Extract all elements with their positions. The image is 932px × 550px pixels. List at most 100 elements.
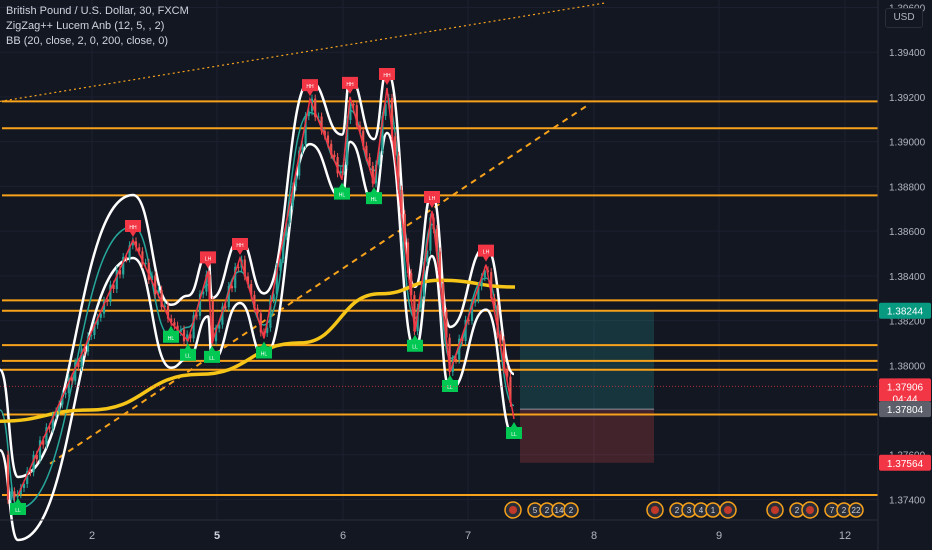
- candle-body: [464, 319, 467, 341]
- zigzag-label-text: LH: [483, 250, 490, 256]
- zigzag-label-marker: [478, 244, 494, 262]
- zigzag-label-marker: [125, 220, 141, 238]
- candle-body: [358, 125, 362, 131]
- candle-body: [282, 236, 285, 259]
- candle-body: [333, 154, 336, 158]
- candle-body: [336, 157, 339, 174]
- candle-body: [109, 284, 112, 302]
- candle-body: [384, 104, 387, 117]
- candle-body: [509, 376, 512, 403]
- candle-body: [163, 305, 166, 308]
- candle-body: [371, 165, 374, 184]
- x-tick-label: 6: [340, 530, 346, 542]
- y-tick-label: 1.39000: [889, 138, 926, 149]
- candle-body: [99, 313, 102, 318]
- candle-body: [256, 308, 259, 314]
- candle-body: [86, 336, 90, 352]
- candle-body: [326, 135, 330, 144]
- candle-body: [67, 377, 70, 394]
- candle-body: [381, 116, 384, 152]
- candle-body: [304, 116, 307, 145]
- candle-body: [480, 277, 483, 287]
- zigzag-label-text: HH: [236, 243, 244, 249]
- zigzag-label-lh: LH: [200, 251, 216, 269]
- zigzag-label-marker: [204, 345, 220, 363]
- candle-body: [93, 324, 96, 336]
- zigzag-label-hl: HL: [334, 182, 350, 200]
- zigzag-label-hl: HL: [163, 325, 179, 343]
- candle-body: [320, 116, 323, 131]
- candle-body: [90, 335, 93, 337]
- candle-body: [330, 143, 333, 155]
- candle-body: [144, 262, 147, 265]
- event-flag-inner-icon: [651, 506, 659, 514]
- zigzag-label-ll: LL: [180, 343, 196, 361]
- candle-body: [179, 329, 182, 332]
- bb-indicator-label[interactable]: BB (20, close, 2, 0, 200, close, 0): [6, 35, 169, 47]
- candle-body: [182, 329, 186, 342]
- candle-body: [246, 276, 250, 284]
- zigzag-label-text: HH: [383, 73, 391, 79]
- candle-body: [54, 411, 58, 416]
- candle-body: [102, 300, 106, 314]
- candle-body: [349, 103, 352, 120]
- bb-basis-line: [0, 100, 515, 510]
- event-badge-count: 7: [830, 506, 835, 515]
- zigzag-label-marker: [302, 79, 318, 97]
- candle-body: [448, 337, 451, 372]
- zigzag-label-text: HL: [371, 197, 378, 203]
- currency-label[interactable]: USD: [885, 8, 923, 28]
- zigzag-label-marker: [256, 341, 272, 359]
- y-tick-label: 1.38400: [889, 272, 926, 283]
- time-axis[interactable]: 2 5 6 7 8 9 12: [0, 519, 878, 542]
- trend-lines[interactable]: [0, 2, 606, 465]
- candle-body: [70, 377, 74, 381]
- candle-body: [493, 297, 496, 306]
- event-markers[interactable]: 5 2 14 2 2 3 4 1 2 7 2 22: [504, 501, 864, 519]
- zigzag-polyline: [17, 87, 515, 496]
- candle-body: [470, 302, 474, 321]
- zigzag-indicator-label[interactable]: ZigZag++ Lucem Anb (12, 5, , 2): [6, 20, 165, 32]
- candle-body: [224, 306, 227, 308]
- candle-body: [410, 272, 413, 296]
- candle-body: [352, 103, 355, 106]
- zigzag-label-marker: [407, 334, 423, 352]
- zigzag-label-ll: LL: [10, 498, 26, 515]
- candle-body: [16, 494, 19, 498]
- zigzag-label-hh: HH: [302, 79, 318, 97]
- candle-body: [154, 275, 157, 295]
- candle-body: [58, 404, 61, 412]
- candle-body: [406, 242, 410, 273]
- candle-body: [368, 157, 371, 166]
- zigzag-label-lh: LH: [478, 244, 494, 262]
- zigzag-label-hh: HH: [379, 67, 395, 85]
- candle-body: [499, 334, 502, 341]
- zigzag-label-marker: [379, 67, 395, 85]
- zigzag-label-lh: LH: [424, 190, 440, 208]
- candle-body: [362, 130, 365, 146]
- candle-body: [74, 362, 77, 381]
- symbol-title[interactable]: British Pound / U.S. Dollar, 30, FXCM: [6, 5, 189, 17]
- candle-body: [134, 241, 138, 248]
- candle-body: [131, 241, 134, 246]
- candle-body: [170, 318, 173, 323]
- event-flag-inner-icon: [771, 506, 779, 514]
- x-tick-label: 7: [465, 530, 471, 542]
- candle-body: [278, 258, 282, 268]
- candle-body: [205, 274, 208, 292]
- candle-body: [83, 348, 86, 352]
- price-label-text: 1.38244: [887, 307, 924, 318]
- zigzag-label-hl: HL: [256, 341, 272, 359]
- zigzag-label-marker: [366, 187, 382, 205]
- event-badge-count: 2: [842, 506, 847, 515]
- candle-body: [483, 270, 486, 278]
- y-tick-label: 1.37400: [889, 495, 926, 506]
- candle-body: [195, 315, 198, 317]
- price-label-text: 1.37906: [887, 382, 924, 393]
- candle-body: [186, 334, 189, 342]
- candle-body: [10, 491, 13, 500]
- y-tick-label: 1.39400: [889, 48, 926, 59]
- position-loss-zone: [520, 409, 654, 463]
